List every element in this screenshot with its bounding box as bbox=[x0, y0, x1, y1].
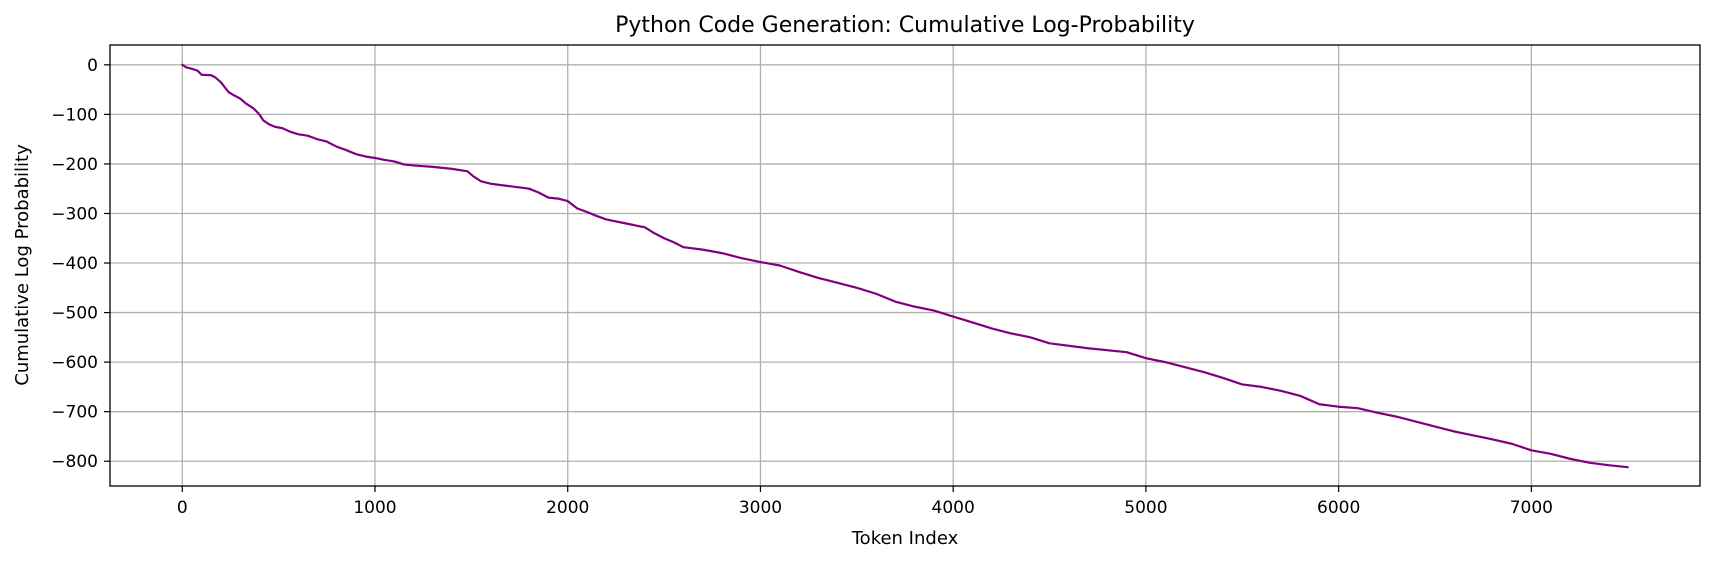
plot-area-frame bbox=[109, 44, 1701, 487]
chart-title: Python Code Generation: Cumulative Log-P… bbox=[615, 13, 1195, 38]
y-tick-label: −300 bbox=[51, 204, 98, 224]
x-tick-label: 3000 bbox=[739, 498, 782, 518]
plot-layer bbox=[181, 63, 1629, 469]
series-line-0 bbox=[181, 63, 1629, 469]
x-tick-label: 5000 bbox=[1124, 498, 1167, 518]
y-tick-label: −700 bbox=[51, 403, 98, 423]
y-tick-label: −200 bbox=[51, 155, 98, 175]
y-tick-label: −800 bbox=[51, 452, 98, 472]
y-tick-label: 0 bbox=[87, 56, 98, 76]
y-tick-label: −600 bbox=[51, 353, 98, 373]
x-axis-label: Token Index bbox=[851, 528, 959, 549]
x-tick-label: 2000 bbox=[546, 498, 589, 518]
y-axis-label: Cumulative Log Probability bbox=[12, 144, 33, 386]
grid-layer bbox=[110, 45, 1700, 486]
y-tick-label: −100 bbox=[51, 105, 98, 125]
x-tick-label: 1000 bbox=[353, 498, 396, 518]
x-tick-label: 7000 bbox=[1510, 498, 1553, 518]
x-axis-ticks: 0 1000 2000 3000 4000 5000 6000 7000 bbox=[177, 486, 1553, 518]
x-tick-label: 4000 bbox=[932, 498, 975, 518]
x-tick-label: 6000 bbox=[1317, 498, 1360, 518]
x-tick-label: 0 bbox=[177, 498, 188, 518]
y-axis-ticks: 0 −100 −200 −300 −400 −500 −600 −700 −800 bbox=[51, 56, 110, 472]
y-tick-label: −500 bbox=[51, 304, 98, 324]
y-tick-label: −400 bbox=[51, 254, 98, 274]
